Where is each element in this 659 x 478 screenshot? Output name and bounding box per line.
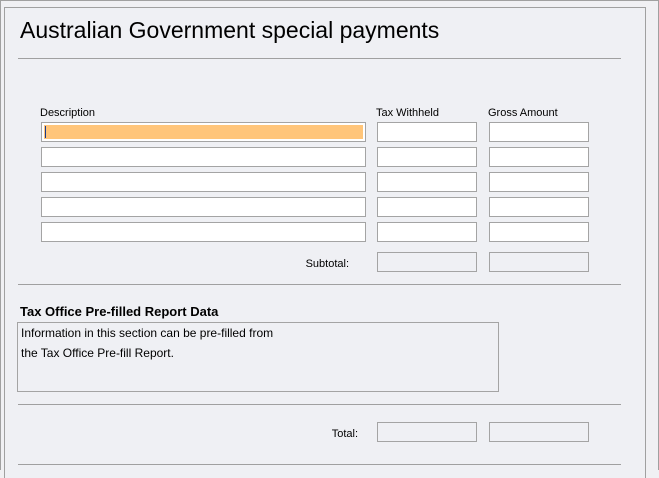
total-tax-withheld	[377, 422, 477, 442]
description-input[interactable]	[41, 147, 366, 167]
total-gross-amount	[489, 422, 589, 442]
page-title: Australian Government special payments	[20, 17, 440, 43]
total-label: Total:	[331, 428, 358, 440]
divider	[18, 58, 621, 59]
gross-amount-input[interactable]	[489, 147, 589, 167]
gross-amount-header: Gross Amount	[488, 107, 558, 119]
gross-amount-input[interactable]	[489, 172, 589, 192]
prefill-info-line: the Tax Office Pre-fill Report.	[21, 346, 174, 360]
gross-amount-input[interactable]	[489, 122, 589, 142]
tax-withheld-input[interactable]	[377, 197, 477, 217]
gross-amount-input[interactable]	[489, 197, 589, 217]
description-header: Description	[40, 107, 96, 119]
prefill-info-line: Information in this section can be pre-f…	[21, 326, 274, 340]
prefill-heading: Tax Office Pre-filled Report Data	[20, 304, 219, 319]
divider	[18, 284, 621, 285]
subtotal-label: Subtotal:	[305, 258, 349, 270]
tax-withheld-input[interactable]	[377, 222, 477, 242]
description-input[interactable]	[41, 172, 366, 192]
description-input[interactable]	[41, 122, 366, 142]
tax-withheld-input[interactable]	[377, 147, 477, 167]
tax-withheld-header: Tax Withheld	[376, 107, 439, 119]
description-input[interactable]	[41, 197, 366, 217]
description-input[interactable]	[41, 222, 366, 242]
tax-withheld-input[interactable]	[377, 172, 477, 192]
divider	[18, 404, 621, 405]
divider	[18, 464, 621, 465]
subtotal-tax-withheld	[377, 252, 477, 272]
tax-withheld-input[interactable]	[377, 122, 477, 142]
form-panel	[4, 7, 646, 478]
prefill-info-box: Information in this section can be pre-f…	[17, 322, 499, 392]
gross-amount-input[interactable]	[489, 222, 589, 242]
text-caret	[45, 126, 46, 138]
subtotal-gross-amount	[489, 252, 589, 272]
